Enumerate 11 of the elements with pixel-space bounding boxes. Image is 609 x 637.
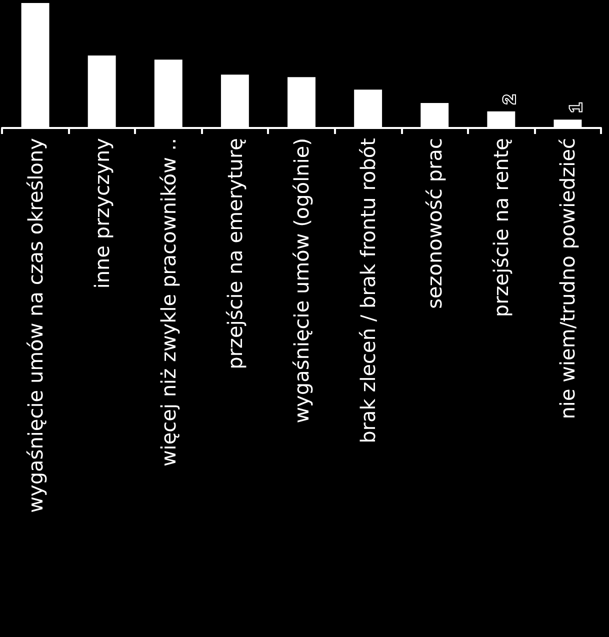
data-label: 2 bbox=[500, 94, 520, 104]
x-tick-label: wygaśnięcie umów (ogólnie) bbox=[290, 138, 314, 424]
x-tick-label: przejście na emeryturę bbox=[222, 138, 247, 370]
x-tick-label: sezonowość prac bbox=[422, 138, 447, 309]
data-label: 1 bbox=[566, 102, 586, 112]
x-tick-label: przejście na rentę bbox=[489, 138, 514, 318]
x-tick-label: nie wiem/trudno powiedzieć bbox=[556, 138, 580, 420]
x-tick-label: brak zleceń / brak frontu robót bbox=[356, 138, 380, 444]
x-tick-label: więcej niż zwykle pracowników .. bbox=[156, 138, 180, 467]
x-tick-label: inne przyczyny bbox=[90, 138, 114, 289]
x-tick-label: wygaśnięcie umów na czas określony bbox=[23, 138, 48, 513]
